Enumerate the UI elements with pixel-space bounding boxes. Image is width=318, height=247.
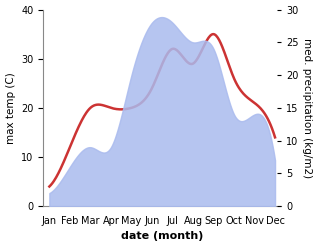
Y-axis label: max temp (C): max temp (C) (5, 72, 16, 144)
Y-axis label: med. precipitation (kg/m2): med. precipitation (kg/m2) (302, 38, 313, 178)
X-axis label: date (month): date (month) (121, 231, 204, 242)
